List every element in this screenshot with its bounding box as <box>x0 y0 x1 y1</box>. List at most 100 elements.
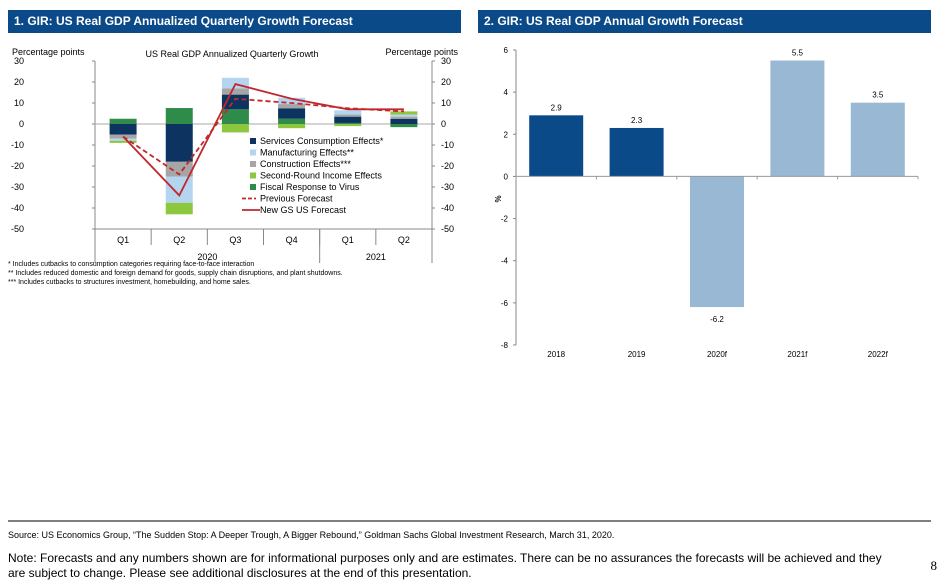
bar <box>850 102 905 177</box>
y-tick-label: -2 <box>501 215 509 224</box>
stacked-bar-segment <box>334 110 362 115</box>
stacked-bar-segment <box>278 124 306 129</box>
right-tick-label: -10 <box>441 140 454 150</box>
right-tick-label: 0 <box>441 119 446 129</box>
stacked-bar-segment <box>334 116 362 123</box>
footnotes: * Includes cutbacks to consumption categ… <box>8 260 343 287</box>
y-axis-label: % <box>493 195 502 202</box>
y-tick-label: -8 <box>501 341 509 350</box>
y-tick-label: -6 <box>501 299 509 308</box>
right-tick-label: 20 <box>441 77 451 87</box>
legend-label: Services Consumption Effects* <box>260 136 384 146</box>
year-label: 2020 <box>197 252 217 262</box>
category-label: Q2 <box>398 235 410 245</box>
category-label: Q1 <box>342 235 354 245</box>
left-tick-label: -20 <box>11 161 24 171</box>
data-label: -6.2 <box>710 315 724 324</box>
annual-growth-chart: 6 4 2 0 -2 -4 -6 -8% 2.9 2.3 -6.2 5.5 3.5 2018 2019 202… <box>493 46 919 359</box>
new-forecast-line <box>122 83 404 197</box>
right-tick-label: -30 <box>441 182 454 192</box>
page-number: 8 <box>930 558 938 573</box>
right-panel-title: 2. GIR: US Real GDP Annual Growth Foreca… <box>478 10 931 33</box>
category-label: Q3 <box>229 235 241 245</box>
stacked-bar-segment <box>109 124 137 135</box>
legend-swatch <box>250 161 256 167</box>
stacked-bar-segment <box>165 108 193 124</box>
legend-label: Previous Forecast <box>260 194 333 204</box>
stacked-bar-segment <box>165 124 193 162</box>
category-label: 2020f <box>707 350 728 359</box>
legend-label: New GS US Forecast <box>260 205 347 215</box>
stacked-bar-segment <box>165 176 193 203</box>
stacked-bar-segment <box>278 97 306 105</box>
left-tick-label: 20 <box>14 77 24 87</box>
left-tick-label: 10 <box>14 98 24 108</box>
stacked-bar-segment <box>221 77 249 89</box>
stacked-bar-segment <box>109 138 137 141</box>
data-label: 3.5 <box>872 91 884 100</box>
stacked-bar-segment <box>109 118 137 124</box>
legend-swatch <box>250 138 256 144</box>
category-label: Q1 <box>117 235 129 245</box>
footnote-1: * Includes cutbacks to consumption categ… <box>8 261 255 268</box>
category-label: 2019 <box>628 350 646 359</box>
quarterly-growth-chart: Percentage points Percentage points US Rea… <box>11 47 458 263</box>
category-label: Q2 <box>173 235 185 245</box>
legend-swatch <box>250 172 256 179</box>
left-tick-label: 0 <box>19 119 24 129</box>
legend-label: Fiscal Response to Virus <box>260 182 360 192</box>
right-tick-label: 30 <box>441 56 451 66</box>
stacked-bar-segment <box>165 161 193 177</box>
data-label: 2.9 <box>551 103 563 112</box>
disclaimer-note: Note: Forecasts and any numbers shown ar… <box>8 551 882 580</box>
category-label: Q4 <box>286 235 298 245</box>
bar <box>529 115 584 177</box>
stacked-bar-segment <box>278 118 306 124</box>
right-tick-label: -50 <box>441 224 454 234</box>
left-tick-label: -40 <box>11 203 24 213</box>
legend-swatch <box>250 184 256 190</box>
left-axis-label: Percentage points <box>12 47 85 57</box>
stacked-bar-segment <box>390 111 418 115</box>
stacked-bar-segment <box>334 124 362 127</box>
footer-divider <box>8 520 931 522</box>
right-tick-label: -20 <box>441 161 454 171</box>
stacked-bar-segment <box>221 88 249 95</box>
y-tick-label: -4 <box>501 257 509 266</box>
left-panel-title: 1. GIR: US Real GDP Annualized Quarterly… <box>8 10 461 33</box>
legend-label: Second-Round Income Effects <box>260 171 382 181</box>
legend-label: Manufacturing Effects** <box>260 148 354 158</box>
footnote-2: ** Includes reduced domestic and foreign… <box>8 270 343 277</box>
stacked-bar-segment <box>390 116 418 119</box>
year-label: 2021 <box>366 252 386 262</box>
stacked-bar-segment <box>109 140 137 143</box>
left-tick-label: 30 <box>14 56 24 66</box>
stacked-bar-segment <box>165 202 193 215</box>
right-tick-label: 10 <box>441 98 451 108</box>
stacked-bar-segment <box>390 114 418 117</box>
left-tick-label: -30 <box>11 182 24 192</box>
right-tick-label: -40 <box>441 203 454 213</box>
footnote-3: *** Includes cutbacks to structures inve… <box>8 279 251 286</box>
stacked-bar-segment <box>221 124 249 133</box>
bar <box>690 176 744 308</box>
y-tick-label: 4 <box>504 88 509 97</box>
category-label: 2018 <box>547 350 565 359</box>
stacked-bar-segment <box>334 122 362 124</box>
legend-swatch <box>250 149 256 156</box>
left-tick-label: -50 <box>11 224 24 234</box>
left-tick-label: -10 <box>11 140 24 150</box>
right-axis-label: Percentage points <box>385 47 458 57</box>
legend-label: Construction Effects*** <box>260 159 351 169</box>
stacked-bar-segment <box>278 104 306 109</box>
y-tick-label: 6 <box>504 46 509 55</box>
chart-title: US Real GDP Annualized Quarterly Growth <box>146 49 319 59</box>
data-label: 2.3 <box>631 116 643 125</box>
bar <box>609 127 664 177</box>
stacked-bar-segment <box>334 114 362 117</box>
stacked-bar-segment <box>278 108 306 119</box>
data-label: 5.5 <box>792 49 804 58</box>
stacked-bar-segment <box>221 109 249 124</box>
y-tick-label: 2 <box>504 130 509 139</box>
category-label: 2022f <box>868 350 889 359</box>
